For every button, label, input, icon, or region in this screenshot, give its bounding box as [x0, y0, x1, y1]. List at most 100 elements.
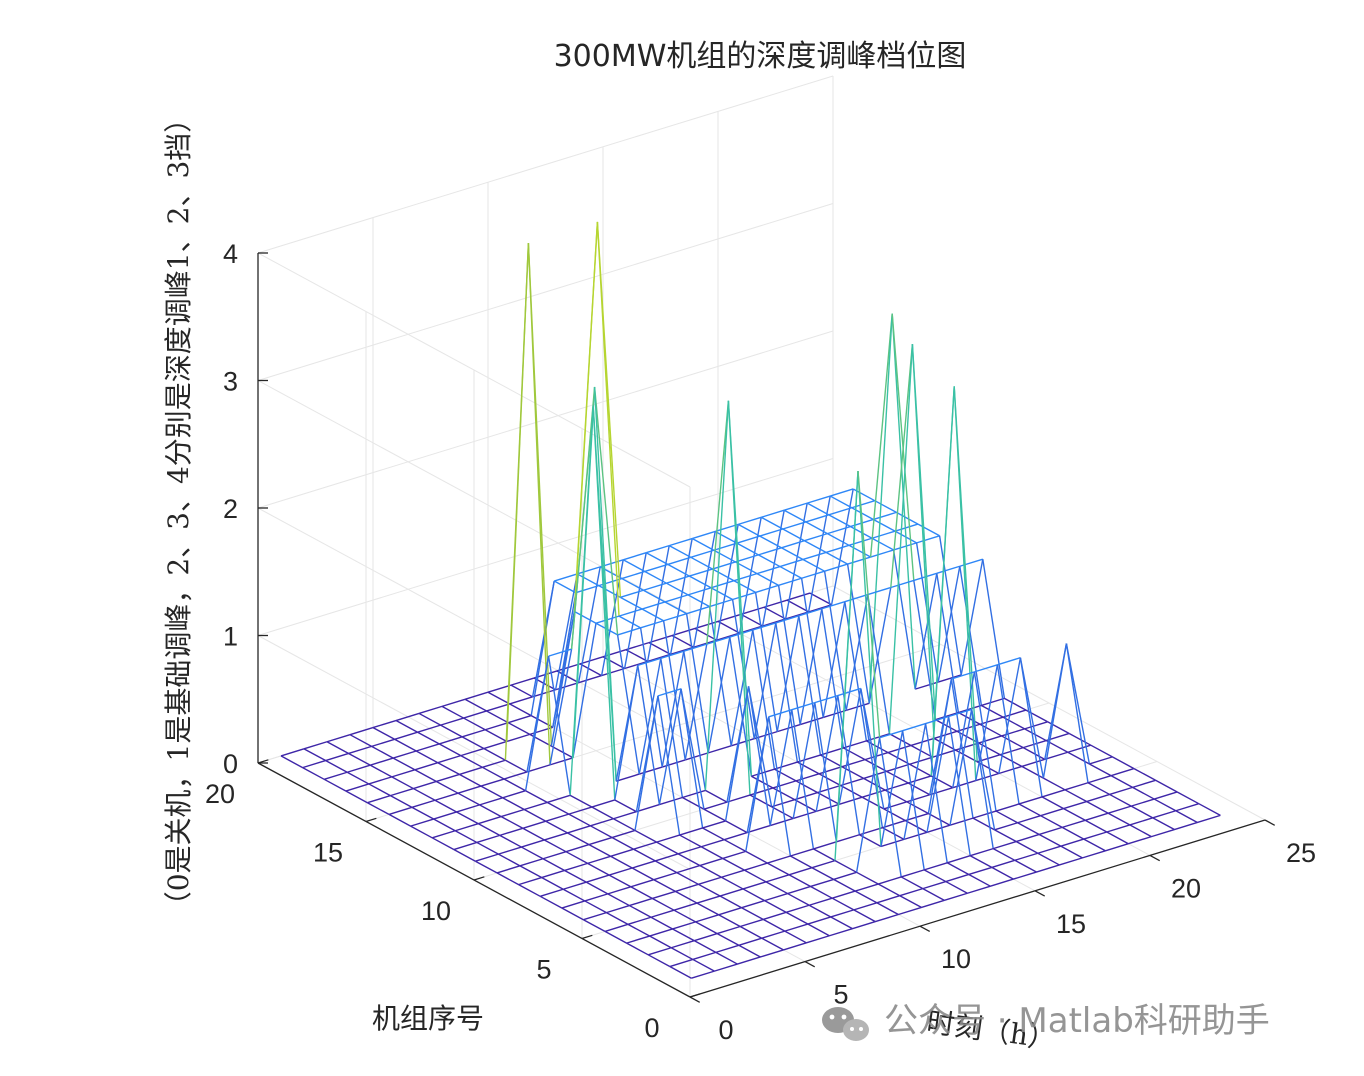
- mesh-edge: [569, 794, 593, 808]
- mesh-edge: [910, 744, 933, 758]
- mesh-edge: [797, 754, 821, 763]
- mesh-edge: [722, 857, 745, 871]
- mesh-edge: [791, 709, 815, 850]
- mesh-edge: [709, 598, 733, 608]
- mesh-edge: [949, 817, 974, 826]
- mesh-edge: [653, 871, 678, 881]
- mesh-edge: [503, 771, 528, 780]
- mesh-edge: [1014, 852, 1039, 861]
- mesh-edge: [682, 789, 706, 799]
- mesh-edge: [679, 827, 703, 836]
- mesh-edge: [699, 864, 722, 878]
- mesh-edge: [596, 221, 620, 617]
- mesh-edge: [946, 862, 970, 876]
- mesh-edge: [854, 890, 878, 904]
- mesh-edge: [643, 582, 667, 591]
- mesh-edge: [836, 834, 860, 843]
- mesh-edge: [677, 846, 702, 855]
- mesh-edge: [765, 881, 788, 895]
- mesh-edge: [620, 596, 643, 610]
- mesh-edge: [1018, 803, 1041, 817]
- mesh-edge: [502, 790, 526, 799]
- mesh-edge: [876, 902, 899, 916]
- mesh-edge: [499, 834, 522, 848]
- mesh-edge: [1040, 815, 1063, 828]
- mesh-edge: [825, 544, 850, 554]
- mesh-edge: [717, 613, 742, 623]
- mesh-edge: [1021, 765, 1044, 779]
- mesh-edge: [644, 570, 667, 584]
- mesh-edge: [521, 846, 544, 860]
- mesh-edge: [367, 794, 391, 804]
- axes: [257, 252, 1276, 1003]
- mesh-edge: [972, 817, 995, 831]
- mesh-edge: [933, 737, 956, 751]
- mesh-edge: [549, 757, 574, 766]
- mesh-edge: [476, 841, 499, 855]
- mesh-edge: [893, 542, 917, 551]
- mesh-edge: [438, 743, 462, 757]
- mesh-edge: [1107, 805, 1132, 814]
- mesh-edge: [634, 695, 659, 831]
- mesh-edge: [828, 514, 851, 528]
- mesh-edge: [475, 860, 498, 874]
- mesh-edge: [610, 848, 634, 857]
- mesh-edge: [541, 876, 564, 890]
- mesh-edge: [302, 759, 326, 769]
- mesh-edge: [753, 622, 777, 739]
- mesh-edge: [666, 575, 690, 584]
- mesh-edge: [792, 810, 817, 820]
- mesh-edge: [714, 963, 738, 972]
- mesh-edge: [823, 571, 847, 711]
- mesh-edge: [771, 798, 795, 808]
- mesh-edge: [413, 780, 437, 790]
- mesh-edge: [808, 904, 832, 918]
- mesh-edge: [617, 627, 641, 636]
- mesh-edge: [459, 773, 482, 787]
- mesh-edge: [496, 872, 519, 886]
- mesh-edge: [434, 792, 459, 801]
- mesh-edge: [1036, 864, 1060, 873]
- mesh-edge: [631, 860, 656, 869]
- mesh-edge: [855, 737, 881, 873]
- mesh-edge: [815, 803, 840, 813]
- mesh-edge: [878, 737, 902, 878]
- mesh-edge: [1106, 831, 1129, 845]
- mesh-edge: [751, 775, 774, 789]
- mesh-edge: [1041, 796, 1064, 810]
- mesh-edge: [742, 881, 767, 890]
- mesh-edge: [783, 502, 808, 511]
- mesh-edge: [550, 611, 576, 747]
- mesh-edge: [707, 636, 731, 753]
- mesh-edge: [928, 812, 951, 826]
- mesh-edge: [937, 566, 961, 683]
- mesh-edge: [1109, 793, 1132, 807]
- grid-line: [257, 458, 834, 636]
- mesh-edge: [627, 923, 650, 937]
- mesh-edge: [802, 558, 825, 572]
- mesh-edge: [525, 790, 548, 804]
- mesh-edge: [768, 709, 793, 718]
- mesh-edge: [899, 887, 924, 897]
- mesh-edge: [546, 794, 571, 804]
- mesh-edge: [579, 656, 604, 665]
- mesh-edge: [779, 558, 804, 568]
- mesh-edge: [629, 904, 652, 918]
- mesh-edge: [302, 767, 325, 780]
- mesh-edge: [562, 881, 587, 890]
- mesh-edge: [693, 639, 717, 648]
- mesh-edge: [664, 594, 689, 603]
- mesh-edge: [1089, 763, 1112, 777]
- mesh-edge: [545, 820, 568, 834]
- mesh-edge: [810, 885, 833, 899]
- mesh-edge: [869, 313, 893, 558]
- mesh-edge: [975, 664, 999, 781]
- mesh-edge: [921, 899, 945, 909]
- mesh-edge: [578, 674, 602, 684]
- mesh-edge: [669, 965, 692, 979]
- mesh-edge: [509, 703, 532, 717]
- mesh-edge: [736, 542, 759, 556]
- mesh-edge: [570, 405, 594, 650]
- mesh-edge: [542, 858, 565, 872]
- mesh-edge: [413, 787, 436, 801]
